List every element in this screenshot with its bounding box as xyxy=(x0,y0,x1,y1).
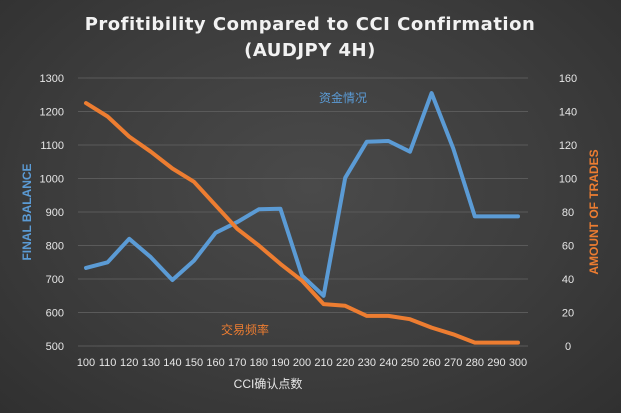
y-right-tick-label: 100 xyxy=(559,174,577,186)
x-tick-label: 120 xyxy=(120,357,138,369)
y-right-tick-label: 160 xyxy=(559,73,577,85)
x-tick-label: 110 xyxy=(99,357,117,369)
right-axis-ticks: 0 20 40 60 80 100 120 140 160 xyxy=(559,73,577,353)
x-tick-label: 300 xyxy=(509,357,527,369)
x-tick-label: 140 xyxy=(163,357,181,369)
y-left-tick-label: 1000 xyxy=(40,174,64,186)
x-tick-label: 160 xyxy=(206,357,224,369)
series-label-balance: 资金情况 xyxy=(319,90,367,105)
y-right-tick-label: 40 xyxy=(562,274,574,286)
x-tick-label: 290 xyxy=(487,357,505,369)
y-left-tick-label: 700 xyxy=(46,274,64,286)
balance-series-line xyxy=(84,91,520,298)
y-axis-left-label: FINAL BALANCE xyxy=(20,163,34,260)
x-tick-label: 260 xyxy=(422,357,440,369)
y-left-tick-label: 800 xyxy=(46,241,64,253)
x-tick-label: 100 xyxy=(77,357,95,369)
y-axis-right-label: AMOUNT OF TRADES xyxy=(587,149,601,274)
x-tick-label: 150 xyxy=(185,357,203,369)
y-right-tick-label: 60 xyxy=(562,241,574,253)
x-tick-label: 240 xyxy=(379,357,397,369)
chart-title-line1: Profitibility Compared to CCI Confirmati… xyxy=(85,14,536,35)
trades-series-line xyxy=(84,101,520,345)
gridlines xyxy=(78,77,528,347)
x-tick-label: 200 xyxy=(293,357,311,369)
x-tick-label: 170 xyxy=(228,357,246,369)
x-axis-label: CCI确认点数 xyxy=(234,376,303,391)
x-tick-label: 270 xyxy=(444,357,462,369)
y-right-tick-label: 80 xyxy=(562,207,574,219)
y-left-tick-label: 1100 xyxy=(40,140,64,152)
left-axis-ticks: 500 600 700 800 900 1000 1100 1200 1300 xyxy=(40,73,64,353)
y-left-tick-label: 500 xyxy=(46,341,64,353)
x-tick-label: 130 xyxy=(142,357,160,369)
x-tick-label: 230 xyxy=(358,357,376,369)
y-left-tick-label: 900 xyxy=(46,207,64,219)
y-left-tick-label: 1200 xyxy=(40,107,64,119)
x-tick-label: 180 xyxy=(250,357,268,369)
y-right-tick-label: 20 xyxy=(562,308,574,320)
x-tick-label: 210 xyxy=(314,357,332,369)
x-tick-label: 220 xyxy=(336,357,354,369)
y-right-tick-label: 0 xyxy=(565,341,571,353)
series-lines xyxy=(84,91,520,345)
series-label-trades: 交易频率 xyxy=(221,322,269,337)
x-axis-ticks: 100 110 120 130 140 150 160 170 180 190 200 210 220 2… xyxy=(77,357,527,369)
y-left-tick-label: 1300 xyxy=(40,73,64,85)
y-right-tick-label: 140 xyxy=(559,107,577,119)
y-left-tick-label: 600 xyxy=(46,308,64,320)
y-right-tick-label: 120 xyxy=(559,140,577,152)
x-tick-label: 280 xyxy=(466,357,484,369)
x-tick-label: 190 xyxy=(271,357,289,369)
x-tick-label: 250 xyxy=(401,357,419,369)
chart-title-line2: (AUDJPY 4H) xyxy=(244,40,376,61)
